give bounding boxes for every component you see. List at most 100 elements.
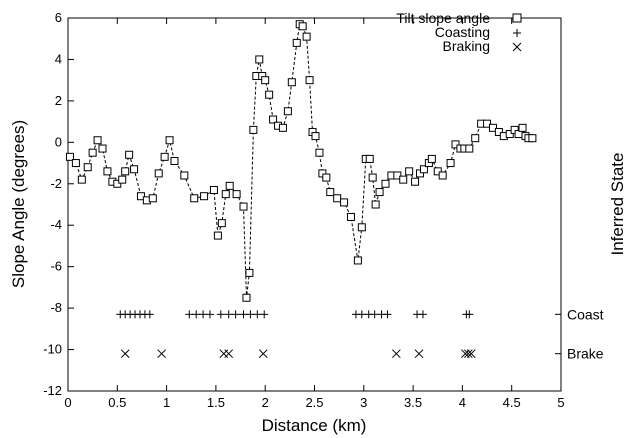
tilt-point <box>242 293 251 302</box>
braking-point <box>391 349 401 359</box>
y-tick-label: -12 <box>43 383 62 398</box>
tilt-point <box>305 76 314 85</box>
tilt-point <box>136 192 145 201</box>
tilt-point <box>357 223 366 232</box>
tilt-point <box>221 190 230 199</box>
x-tick-label: 2.5 <box>305 395 323 410</box>
tilt-point <box>322 173 331 182</box>
braking-point <box>258 349 268 359</box>
legend-marker-braking <box>512 42 522 52</box>
tilt-point <box>451 140 460 149</box>
y-tick-label: 2 <box>55 93 62 108</box>
tilt-point <box>278 123 287 132</box>
braking-point <box>414 349 424 359</box>
y-tick-label: -8 <box>50 300 62 315</box>
x-axis-title: Distance (km) <box>262 416 367 435</box>
tilt-point <box>371 200 380 209</box>
tilt-point <box>265 90 274 99</box>
y-tick-label: 6 <box>55 10 62 25</box>
x-tick-label: 1 <box>163 395 170 410</box>
x-tick-label: 2 <box>262 395 269 410</box>
tilt-point <box>65 152 74 161</box>
tilt-point <box>249 125 258 134</box>
tilt-point <box>292 38 301 47</box>
tilt-point <box>438 171 447 180</box>
braking-point <box>120 349 130 359</box>
tilt-point <box>287 78 296 87</box>
tilt-point <box>333 194 342 203</box>
coasting-point <box>465 310 474 319</box>
coasting-point <box>239 310 248 319</box>
y2-tick-labels: Coast Brake <box>567 306 604 361</box>
braking-point <box>157 349 167 359</box>
y-tick-label: -6 <box>50 259 62 274</box>
tilt-point <box>488 123 497 132</box>
coasting-point <box>185 310 194 319</box>
y-tick-label: 0 <box>55 134 62 149</box>
y-tick-label: -4 <box>50 217 62 232</box>
tilt-point <box>298 22 307 31</box>
tilt-point <box>419 165 428 174</box>
braking-point <box>224 349 234 359</box>
tilt-point <box>190 194 199 203</box>
tilt-point <box>427 154 436 163</box>
series-coasting <box>116 310 474 319</box>
plot-frame <box>67 17 562 392</box>
series-layer <box>65 20 537 359</box>
tilt-point <box>353 256 362 265</box>
tilt-point <box>399 175 408 184</box>
y-tick-label: 4 <box>55 51 62 66</box>
braking-point <box>466 349 476 359</box>
coasting-point <box>199 310 208 319</box>
braking-point <box>463 349 473 359</box>
y-tick-labels: -12 -10 -8 -6 -4 -2 0 2 4 6 <box>43 10 62 398</box>
tilt-point <box>346 212 355 221</box>
tilt-point <box>118 175 127 184</box>
tilt-point <box>245 268 254 277</box>
tilt-point <box>103 167 112 176</box>
tilt-point <box>93 136 102 145</box>
tilt-point <box>209 185 218 194</box>
coasting-point <box>383 310 392 319</box>
y2-tick-label: Coast <box>567 306 604 322</box>
tilt-point <box>315 148 324 157</box>
coasting-point <box>370 310 379 319</box>
y-axis-title: Slope Angle (degrees) <box>9 120 28 288</box>
coasting-point <box>192 310 201 319</box>
tilt-point <box>77 175 86 184</box>
tilt-point <box>165 136 174 145</box>
tilt-point <box>483 119 492 128</box>
axis-ticks <box>67 17 562 392</box>
coasting-point <box>253 310 262 319</box>
x-tick-label: 1.5 <box>207 395 225 410</box>
tilt-point <box>446 159 455 168</box>
x-tick-label: 0 <box>64 395 71 410</box>
x-tick-label: 4 <box>459 395 466 410</box>
tilt-point <box>261 76 270 85</box>
x-tick-labels: 0 0.5 1 1.5 2 2.5 3 3.5 4 4.5 5 <box>64 395 564 410</box>
x-tick-label: 4.5 <box>503 395 521 410</box>
y2-axis-title: Inferred State <box>608 152 627 255</box>
tilt-slope-line <box>69 23 533 298</box>
series-braking <box>120 349 476 359</box>
tilt-point <box>225 181 234 190</box>
tilt-point <box>465 144 474 153</box>
coasting-point <box>418 310 427 319</box>
tilt-point <box>365 154 374 163</box>
y-tick-label: -10 <box>43 342 62 357</box>
tilt-point <box>528 134 537 143</box>
tilt-point <box>405 167 414 176</box>
tilt-point <box>154 169 163 178</box>
tilt-point <box>180 171 189 180</box>
tilt-point <box>217 219 226 228</box>
tilt-point <box>83 163 92 172</box>
x-tick-label: 3 <box>360 395 367 410</box>
coasting-point <box>231 310 240 319</box>
tilt-point <box>113 179 122 188</box>
tilt-point <box>326 188 335 197</box>
tilt-point <box>125 150 134 159</box>
tilt-point <box>213 231 222 240</box>
y2-tick-label: Brake <box>567 346 604 362</box>
tilt-point <box>518 123 527 132</box>
